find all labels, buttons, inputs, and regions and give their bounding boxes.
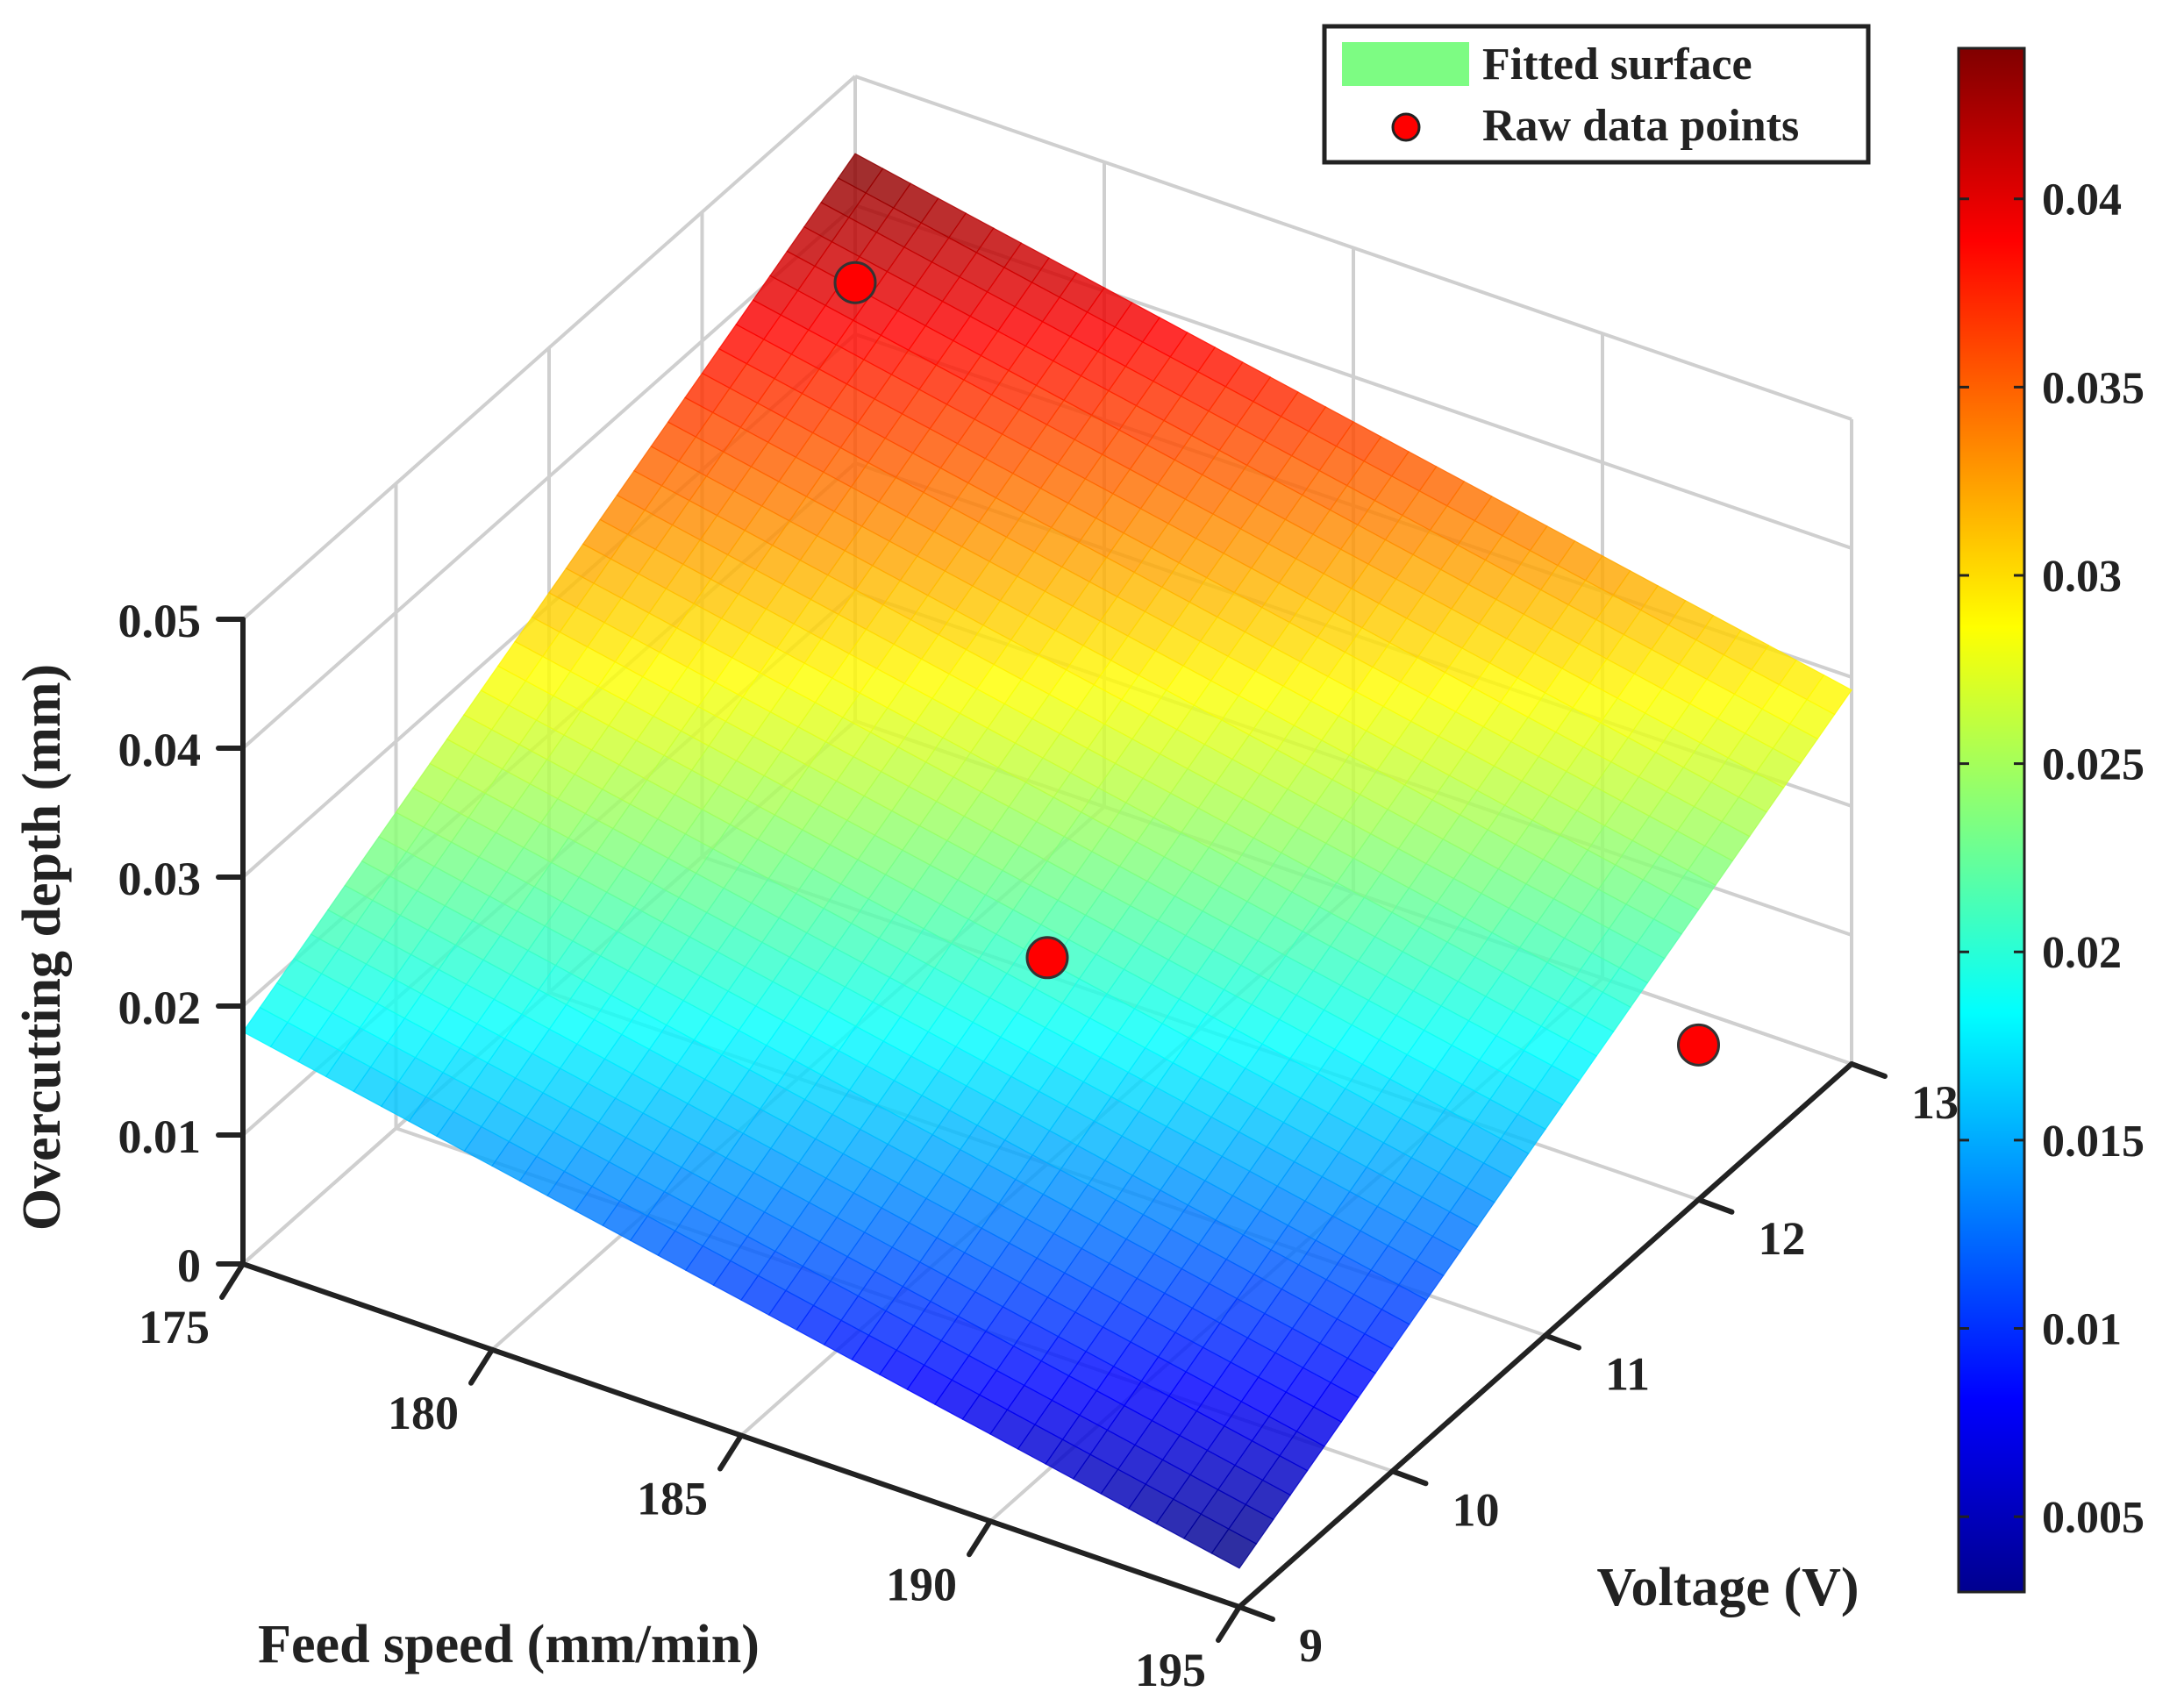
x-tick-label: 190 — [886, 1558, 957, 1610]
colorbar-tick-label: 0.005 — [2042, 1493, 2145, 1543]
z-tick-label: 0 — [177, 1239, 201, 1292]
x-tick — [219, 1261, 246, 1300]
x-tick-label: 185 — [637, 1473, 708, 1525]
colorbar-tick-label: 0.02 — [2042, 928, 2122, 978]
x-tick — [468, 1346, 495, 1386]
z-tick-label: 0.02 — [118, 982, 202, 1034]
raw-data-point — [1677, 1023, 1720, 1067]
y-tick — [1695, 1196, 1735, 1215]
z-axis-label: Overcutting depth (mm) — [12, 664, 72, 1231]
y-tick-label: 10 — [1452, 1483, 1500, 1536]
y-tick — [1849, 1061, 1888, 1079]
x-axis-label: Feed speed (mm/min) — [258, 1615, 760, 1674]
y-tick-label: 12 — [1759, 1212, 1806, 1265]
y-tick — [1389, 1468, 1429, 1487]
colorbar-tick-label: 0.015 — [2042, 1117, 2145, 1167]
y-tick-label: 13 — [1911, 1076, 1959, 1129]
legend-point-marker — [1391, 112, 1421, 142]
y-tick — [1237, 1604, 1275, 1622]
colorbar-tick-label: 0.035 — [2042, 363, 2145, 413]
surface-patch — [1806, 674, 1852, 716]
legend-surface-swatch — [1342, 42, 1469, 86]
z-tick-label: 0.05 — [118, 595, 202, 647]
y-tick-label: 9 — [1299, 1619, 1323, 1672]
axes: 0 0.01 0.02 0.03 0.04 0.05 175 180 185 190 195 9 10 1… — [118, 595, 1959, 1696]
legend: Fitted surface Raw data points — [1322, 24, 1871, 165]
colorbar: 0.005 0.01 0.015 0.02 0.025 0.03 0.035 0.04 — [1957, 46, 2145, 1594]
z-tick-label: 0.04 — [118, 724, 202, 776]
y-axis-label: Voltage (V) — [1596, 1558, 1859, 1617]
x-tick-label: 195 — [1135, 1644, 1206, 1696]
z-tick-label: 0.01 — [118, 1110, 202, 1163]
y-tick-label: 11 — [1605, 1348, 1650, 1401]
z-tick-label: 0.03 — [118, 853, 202, 905]
fitted-surface — [242, 153, 1852, 1569]
x-tick — [1216, 1604, 1242, 1643]
y-tick — [1543, 1332, 1581, 1351]
legend-points-label: Raw data points — [1482, 101, 1799, 151]
x-tick — [967, 1518, 993, 1558]
colorbar-tick-label: 0.025 — [2042, 740, 2145, 790]
colorbar-gradient — [1957, 46, 2026, 1594]
legend-surface-label: Fitted surface — [1482, 39, 1752, 89]
colorbar-tick-label: 0.04 — [2042, 175, 2122, 225]
x-tick-label: 175 — [139, 1301, 210, 1353]
x-tick-label: 180 — [388, 1387, 459, 1439]
raw-data-point — [833, 261, 877, 304]
raw-data-point — [1025, 936, 1069, 980]
raw-data-points — [833, 261, 1720, 1067]
colorbar-tick-label: 0.01 — [2042, 1305, 2122, 1355]
colorbar-tick-label: 0.03 — [2042, 552, 2122, 602]
x-tick — [717, 1432, 744, 1472]
